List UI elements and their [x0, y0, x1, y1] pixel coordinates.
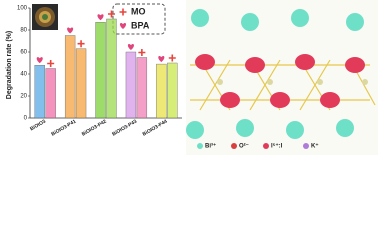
mo-marker — [77, 40, 85, 48]
bar — [45, 68, 56, 119]
bpa-marker — [158, 56, 165, 63]
mo-marker — [107, 10, 115, 18]
structure-legend-label: K⁺ — [311, 143, 319, 150]
y-tick-label: 100 — [17, 6, 28, 12]
figure: Degradation rate (%) 0 — [5, 0, 378, 155]
legend-box — [112, 3, 166, 35]
y-tick-label: 20 — [20, 94, 27, 100]
bar — [75, 48, 87, 119]
structure-legend-label: Bi³⁺ — [205, 143, 216, 150]
mo-marker — [138, 49, 146, 56]
legend-label: BPA — [131, 20, 150, 30]
bar — [136, 57, 148, 119]
y-axis-label: Degradation rate (%) — [6, 31, 13, 99]
bpa-marker — [119, 22, 127, 29]
y-tick-label: 0 — [24, 116, 28, 122]
bar — [64, 35, 76, 119]
y-tick-label: 60 — [20, 50, 27, 56]
y-tick-label: 80 — [20, 28, 27, 34]
crystal-structure — [186, 0, 378, 155]
bpa-marker — [97, 14, 104, 21]
bar — [34, 64, 45, 119]
bar — [125, 51, 137, 119]
mo-marker — [119, 8, 127, 16]
bar — [167, 62, 178, 119]
bpa-marker — [127, 43, 134, 50]
bpa-marker — [36, 57, 43, 64]
structure-legend-label: I⁵⁺:I — [271, 143, 283, 150]
bar — [95, 22, 106, 119]
bar — [156, 63, 167, 119]
bpa-marker — [67, 27, 74, 34]
y-tick-label: 40 — [20, 72, 27, 78]
legend-label: MO — [131, 6, 146, 16]
inset-photo — [32, 4, 58, 30]
bar — [106, 18, 117, 119]
mo-marker — [47, 60, 55, 67]
structure-legend-label: O²⁻ — [239, 143, 249, 150]
mo-marker — [168, 54, 176, 62]
